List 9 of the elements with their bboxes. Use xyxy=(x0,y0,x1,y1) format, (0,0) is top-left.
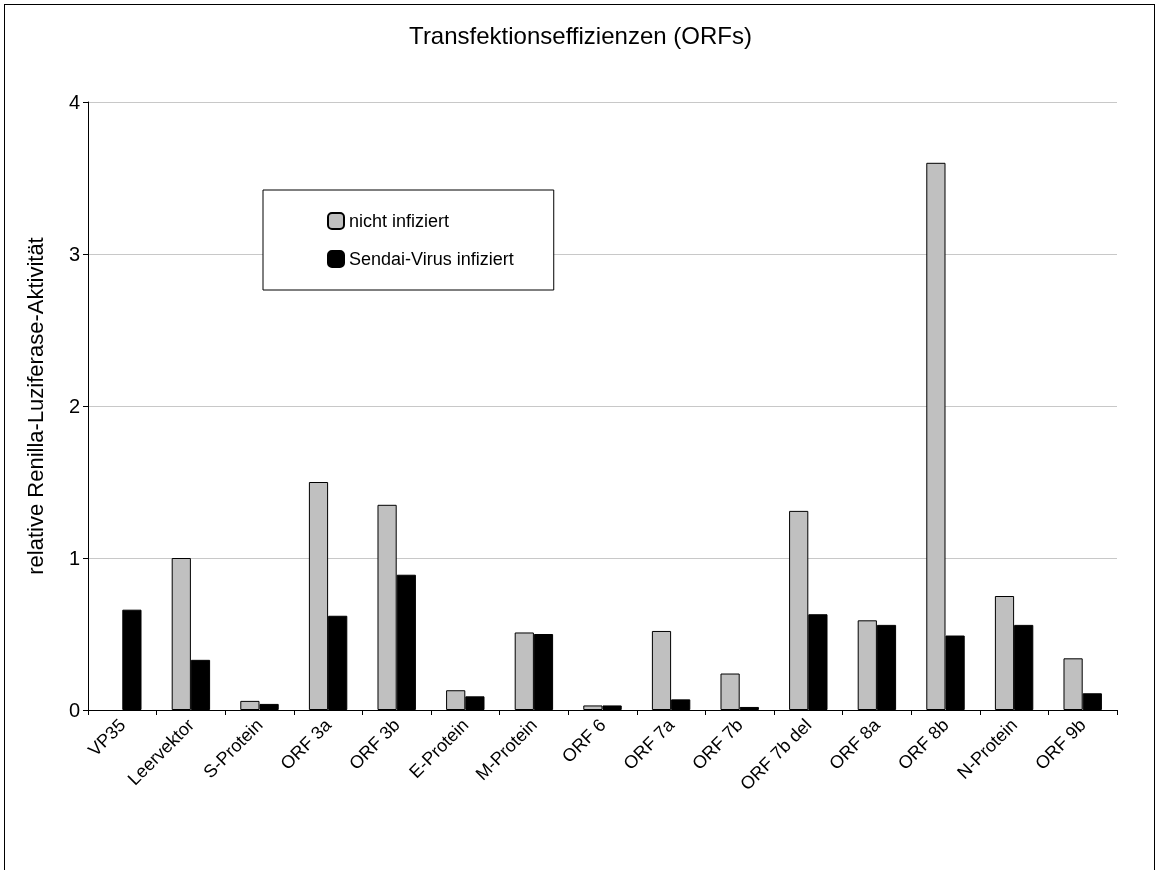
y-axis-title: relative Renilla-Luziferase-Aktivität xyxy=(22,237,48,575)
y-tick-label: 0 xyxy=(68,699,80,721)
legend-label: Sendai-Virus infiziert xyxy=(349,249,514,269)
legend-label: nicht infiziert xyxy=(349,211,450,231)
y-tick-label: 3 xyxy=(68,243,80,265)
y-tick-label: 2 xyxy=(68,395,80,417)
chart-title: Transfektionseffizienzen (ORFs) xyxy=(409,21,752,49)
y-tick-label: 4 xyxy=(68,91,80,113)
y-tick-label: 1 xyxy=(68,547,80,569)
